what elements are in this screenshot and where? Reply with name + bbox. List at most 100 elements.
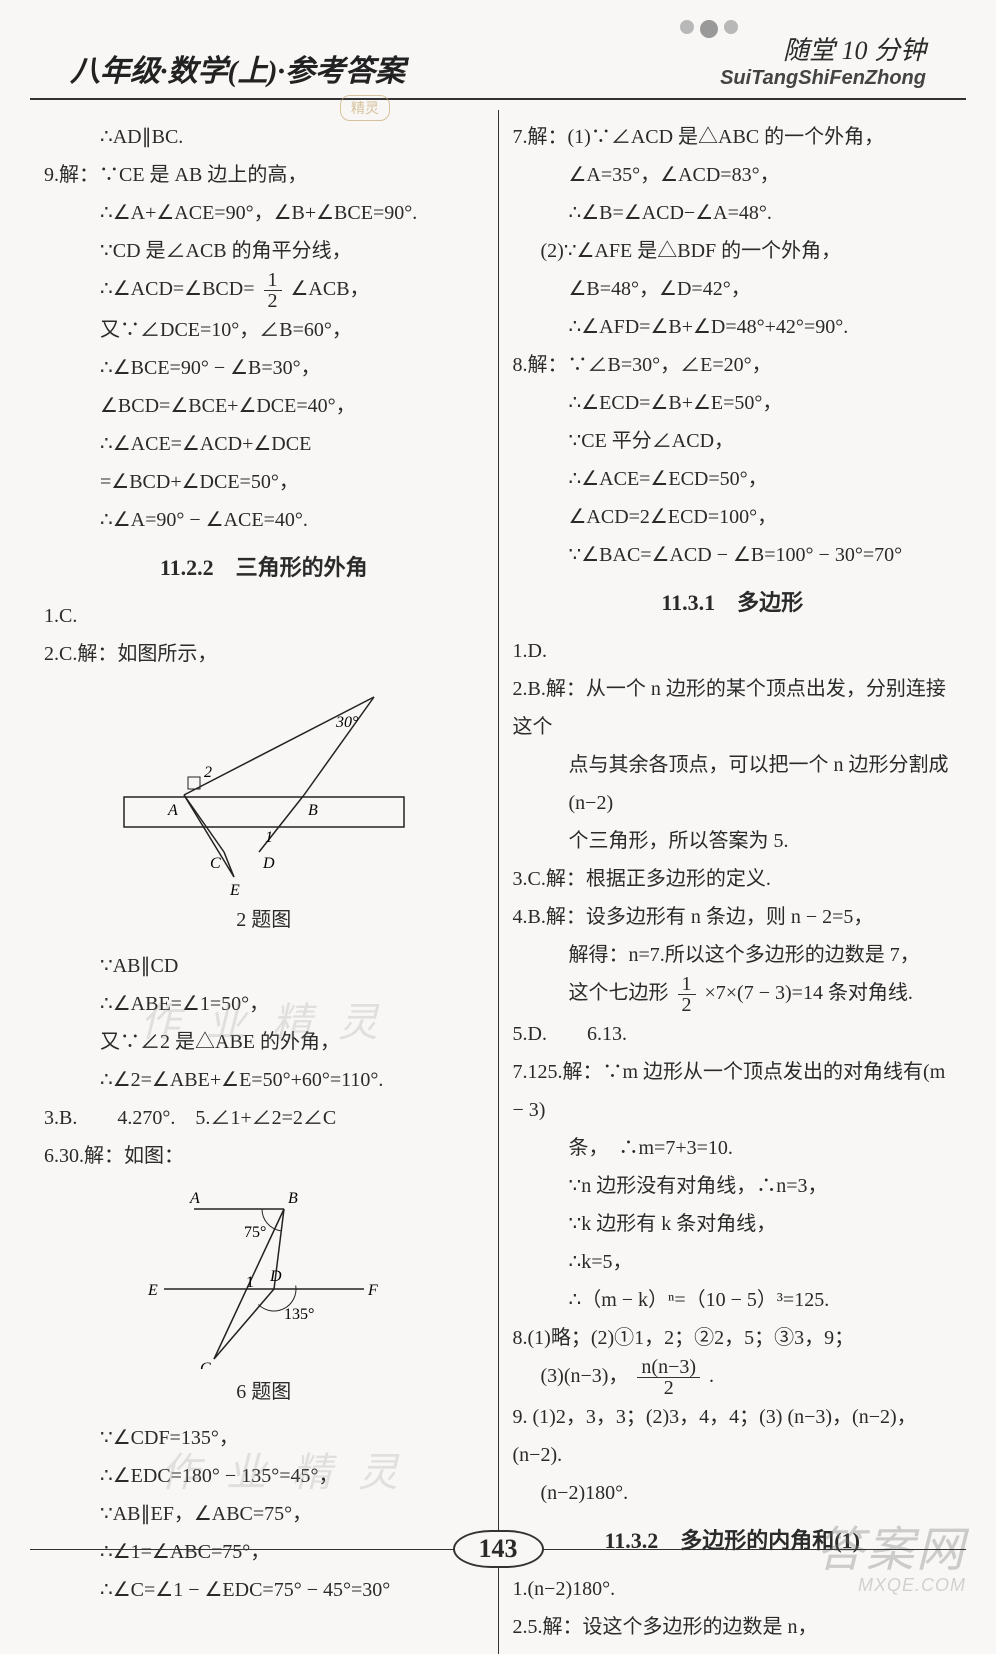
svg-text:D: D (262, 855, 275, 872)
text: ∴∠ACD=∠BCD= (100, 278, 255, 300)
s1q3-5: 3.B. 4.270°. 5.∠1+∠2=2∠C (44, 1099, 484, 1137)
q9: 9.解：∵CE 是 AB 边上的高， (44, 156, 484, 194)
text: . (709, 1365, 714, 1387)
numerator: 1 (264, 270, 282, 291)
line: ∴∠ACE=∠ECD=50°，∠ACD=2∠ECD=100°， (513, 460, 953, 536)
numerator: n(n−3) (637, 1357, 700, 1378)
line: 又∵∠DCE=10°，∠B=60°， (44, 311, 484, 349)
fraction: 1 2 (264, 270, 282, 311)
section-11-2-2: 11.2.2 三角形的外角 (44, 547, 484, 589)
line: ∴∠A=90° − ∠ACE=40°. (44, 501, 484, 539)
header-py: SuiTangShiFenZhong (720, 67, 926, 90)
line: 条， ∴m=7+3=10. (513, 1129, 953, 1167)
line: ∵AB∥CD (44, 947, 484, 985)
line: ∵k 边形有 k 条对角线， (513, 1205, 953, 1243)
line: ∴∠ECD=∠B+∠E=50°， (513, 384, 953, 422)
line: ∵∠BAC=∠ACD − ∠B=100° − 30°=70° (513, 536, 953, 574)
line: ∠A=35°，∠ACD=83°， (513, 156, 953, 194)
s1q6: 6.30.解：如图： (44, 1137, 484, 1175)
line: ∴∠EDC=180° − 135°=45°， (44, 1457, 484, 1495)
header-title-left: 八年级·数学(上)·参考答案 (70, 46, 405, 90)
s1q2: 2.C.解：如图所示， (44, 635, 484, 673)
line: ∵CE 平分∠ACD， (513, 422, 953, 460)
line: ∴AD∥BC. (44, 118, 484, 156)
s2q3: 3.C.解：根据正多边形的定义. (513, 860, 953, 898)
figure-2: 30° A B C D E 1 2 (114, 677, 414, 897)
svg-text:2: 2 (204, 764, 212, 781)
line: ∴（m − k）ⁿ=（10 − 5）³=125. (513, 1281, 953, 1319)
svg-text:B: B (308, 802, 318, 819)
section-11-3-1: 11.3.1 多边形 (513, 582, 953, 624)
line: ∴∠2=∠ABE+∠E=50°+60°=110°. (44, 1061, 484, 1099)
fraction: 1 2 (678, 974, 696, 1015)
decorative-dots (680, 20, 738, 38)
line: ∴∠ACE=∠ACD+∠DCE (44, 425, 484, 463)
svg-text:B: B (288, 1190, 298, 1207)
svg-text:E: E (229, 882, 240, 897)
page-footer: 143 (0, 1549, 996, 1588)
s2q4: 4.B.解：设多边形有 n 条边，则 n − 2=5， (513, 898, 953, 936)
svg-text:C: C (210, 855, 221, 872)
svg-text:A: A (189, 1190, 200, 1207)
line: ∵CD 是∠ACB 的角平分线， (44, 232, 484, 270)
svg-text:30°: 30° (335, 714, 359, 731)
header-title-right: 随堂 10 分钟 SuiTangShiFenZhong (720, 30, 926, 90)
text: 这个七边形 (569, 982, 674, 1004)
line: ∴∠B=∠ACD−∠A=48°. (513, 194, 953, 232)
line: ∠BCD=∠BCE+∠DCE=40°， (44, 387, 484, 425)
line: 个三角形，所以答案为 5. (513, 822, 953, 860)
stamp: 精灵 (340, 95, 390, 121)
left-column: ∴AD∥BC. 9.解：∵CE 是 AB 边上的高， ∴∠A+∠ACE=90°，… (30, 110, 499, 1654)
line: ∴∠ACD=∠BCD= 1 2 ∠ACB， (44, 270, 484, 311)
line: ∴∠A+∠ACE=90°，∠B+∠BCE=90°. (44, 194, 484, 232)
line: ∴k=5， (513, 1243, 953, 1281)
svg-text:E: E (147, 1282, 158, 1299)
svg-text:75°: 75° (244, 1224, 266, 1241)
svg-text:C: C (200, 1360, 211, 1369)
svg-text:1: 1 (246, 1274, 254, 1291)
q7: 7.解：(1)∵∠ACD 是△ABC 的一个外角， (513, 118, 953, 156)
line: ∵AB∥EF，∠ABC=75°， (44, 1495, 484, 1533)
line: 这个七边形 1 2 ×7×(7 − 3)=14 条对角线. (513, 974, 953, 1015)
page-number: 143 (453, 1530, 544, 1568)
line: (2)∵∠AFE 是△BDF 的一个外角， (513, 232, 953, 270)
s1q1: 1.C. (44, 597, 484, 635)
text: ×7×(7 − 3)=14 条对角线. (705, 982, 913, 1004)
line: (n−2)180°. (513, 1474, 953, 1512)
header-ch: 随堂 10 分钟 (720, 30, 926, 67)
svg-text:135°: 135° (284, 1306, 314, 1323)
text: (3)(n−3)， (541, 1365, 629, 1387)
q8: 8.解：∵∠B=30°，∠E=20°， (513, 346, 953, 384)
denominator: 2 (264, 291, 282, 311)
svg-text:A: A (167, 802, 178, 819)
line: 点与其余各顶点，可以把一个 n 边形分割成(n−2) (513, 746, 953, 822)
s2q5-6: 5.D. 6.13. (513, 1015, 953, 1053)
s2q2: 2.B.解：从一个 n 边形的某个顶点出发，分别连接这个 (513, 670, 953, 746)
fraction: n(n−3) 2 (637, 1357, 700, 1398)
text: ∠ACB， (291, 278, 370, 300)
s2q9: 9. (1)2，3，3；(2)3，4，4；(3) (n−3)，(n−2)，(n−… (513, 1398, 953, 1474)
right-column: 7.解：(1)∵∠ACD 是△ABC 的一个外角， ∠A=35°，∠ACD=83… (499, 110, 967, 1654)
s2q1: 1.D. (513, 632, 953, 670)
line: ∠B=48°，∠D=42°， (513, 270, 953, 308)
svg-text:F: F (367, 1282, 378, 1299)
line: ∴∠ABE=∠1=50°， (44, 985, 484, 1023)
s3q2: 2.5.解：设这个多边形的边数是 n， (513, 1608, 953, 1646)
fig6-caption: 6 题图 (44, 1373, 484, 1411)
line: 解得：n=7.所以这个多边形的边数是 7， (513, 936, 953, 974)
page-header: 八年级·数学(上)·参考答案 随堂 10 分钟 SuiTangShiFenZho… (30, 0, 966, 100)
line: 又∵∠2 是△ABE 的外角， (44, 1023, 484, 1061)
denominator: 2 (678, 995, 696, 1015)
svg-text:1: 1 (265, 829, 273, 846)
denominator: 2 (637, 1378, 700, 1398)
s2q8: 8.(1)略；(2)①1，2；②2，5；③3，9； (513, 1319, 953, 1357)
fig2-caption: 2 题图 (44, 901, 484, 939)
line: ∵∠CDF=135°， (44, 1419, 484, 1457)
s2q7: 7.125.解：∵m 边形从一个顶点发出的对角线有(m − 3) (513, 1053, 953, 1129)
line: =∠BCD+∠DCE=50°， (44, 463, 484, 501)
numerator: 1 (678, 974, 696, 995)
figure-6: ABEDFC75°135°1 (124, 1179, 404, 1369)
line: ∴∠AFD=∠B+∠D=48°+42°=90°. (513, 308, 953, 346)
two-column-body: ∴AD∥BC. 9.解：∵CE 是 AB 边上的高， ∴∠A+∠ACE=90°，… (30, 100, 966, 1654)
line: (3)(n−3)， n(n−3) 2 . (513, 1357, 953, 1398)
